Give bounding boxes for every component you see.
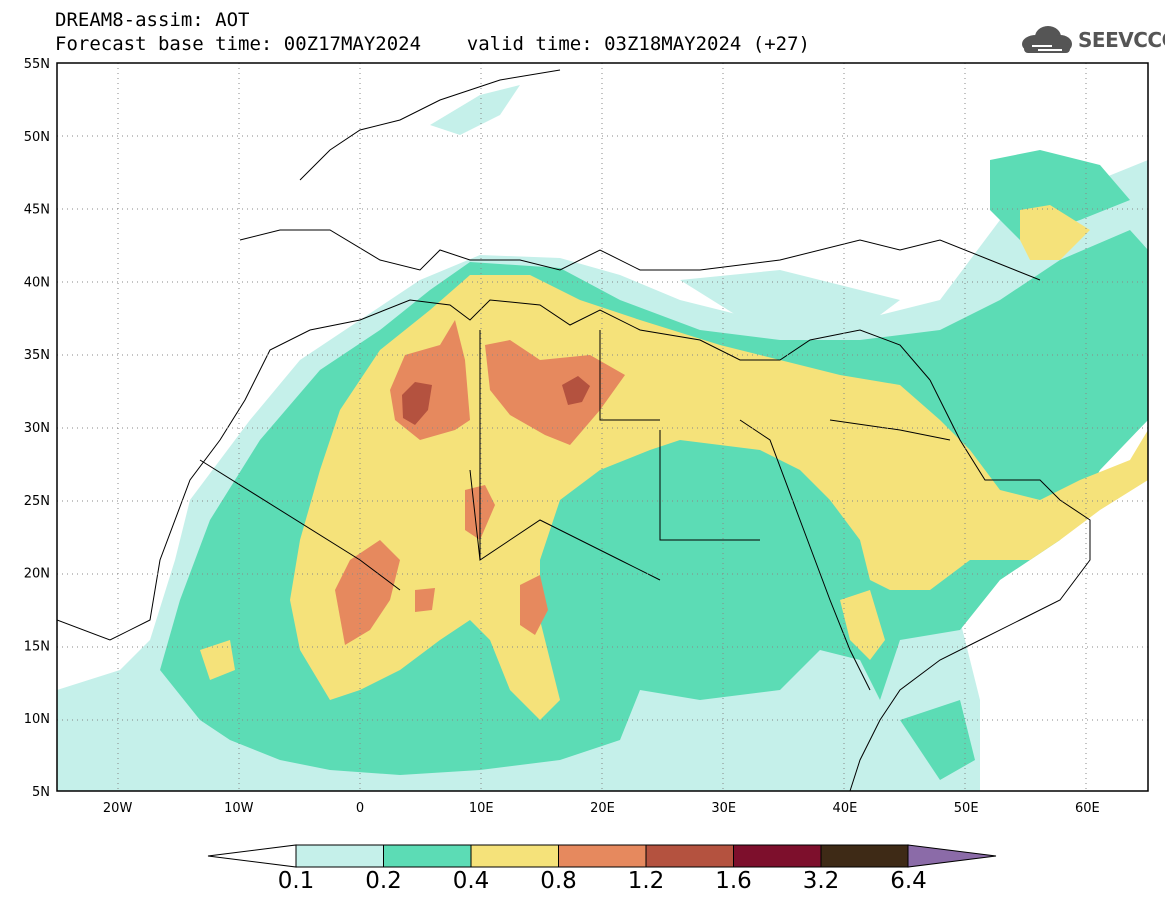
lat-label: 5N: [32, 785, 50, 800]
title-line-1: DREAM8-assim: AOT: [55, 9, 250, 31]
lon-label: 10W: [224, 801, 254, 816]
gridlines: [57, 63, 1148, 791]
aot-band-1.2: [402, 376, 590, 425]
seevccc-logo: SEEVCCC: [1018, 22, 1165, 58]
colorbar-box: [820, 844, 909, 868]
lon-label: 30E: [711, 801, 736, 816]
colorbar-label: 0.2: [365, 868, 402, 894]
lat-label: 25N: [24, 494, 50, 509]
colorbar-box: [470, 844, 559, 868]
colorbar-over-arrow: [907, 844, 997, 868]
lat-label: 20N: [24, 567, 50, 582]
lat-label: 30N: [24, 421, 50, 436]
lon-label: 20E: [590, 801, 615, 816]
lon-label: 50E: [954, 801, 979, 816]
colorbar-label: 3.2: [802, 868, 840, 894]
longitude-labels: 20W 10W 0 10E 20E 30E 40E 50E 60E: [103, 801, 1100, 816]
cloud-icon: [1022, 26, 1072, 53]
colorbar-label: 6.4: [890, 868, 927, 894]
lat-label: 35N: [24, 348, 50, 363]
latitude-labels: 5N 10N 15N 20N 25N 30N 35N 40N 45N 50N 55N: [24, 57, 50, 800]
lon-label: 20W: [103, 801, 133, 816]
colorbar-box: [295, 844, 384, 868]
lon-label: 0: [356, 801, 364, 816]
lon-label: 40E: [833, 801, 858, 816]
lat-label: 15N: [24, 639, 50, 654]
colorbar-label: 0.8: [540, 868, 577, 894]
title-line-2: Forecast base time: 00Z17MAY2024 valid t…: [55, 33, 810, 55]
lat-label: 55N: [24, 57, 50, 72]
colorbar-boxes: [295, 844, 909, 868]
map-frame: [56, 62, 1149, 792]
colorbar-box: [383, 844, 472, 868]
colorbar-label: 1.2: [627, 868, 665, 894]
lat-label: 45N: [24, 203, 50, 218]
coastlines: [57, 69, 1091, 791]
colorbar-box: [558, 844, 647, 868]
colorbar-box: [645, 844, 734, 868]
lon-label: 60E: [1075, 801, 1100, 816]
colorbar-label: 1.6: [715, 868, 752, 894]
logo-text: SEEVCCC: [1078, 28, 1165, 52]
colorbar-box: [733, 844, 822, 868]
lat-label: 40N: [24, 275, 50, 290]
colorbar-label: 0.1: [277, 868, 315, 894]
lat-label: 50N: [24, 130, 50, 145]
colorbar-under-arrow: [207, 844, 297, 868]
lat-label: 10N: [24, 712, 50, 727]
colorbar-label: 0.4: [452, 868, 490, 894]
lon-label: 10E: [469, 801, 494, 816]
